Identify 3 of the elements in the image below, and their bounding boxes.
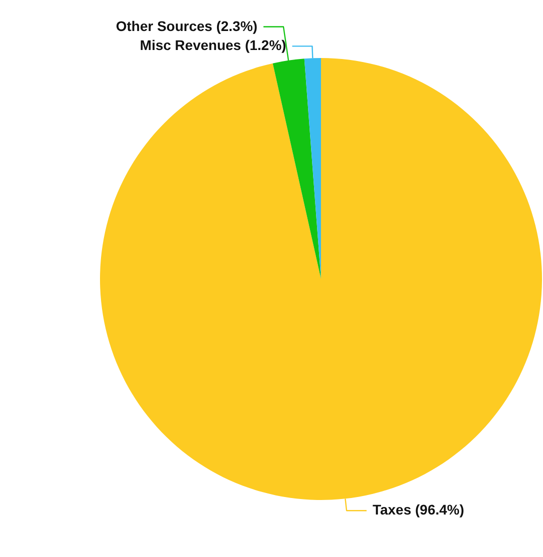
slice-label: Taxes (96.4%) bbox=[372, 502, 464, 518]
slice-label: Misc Revenues (1.2%) bbox=[140, 37, 286, 54]
slice-label: Other Sources (2.3%) bbox=[116, 18, 258, 34]
